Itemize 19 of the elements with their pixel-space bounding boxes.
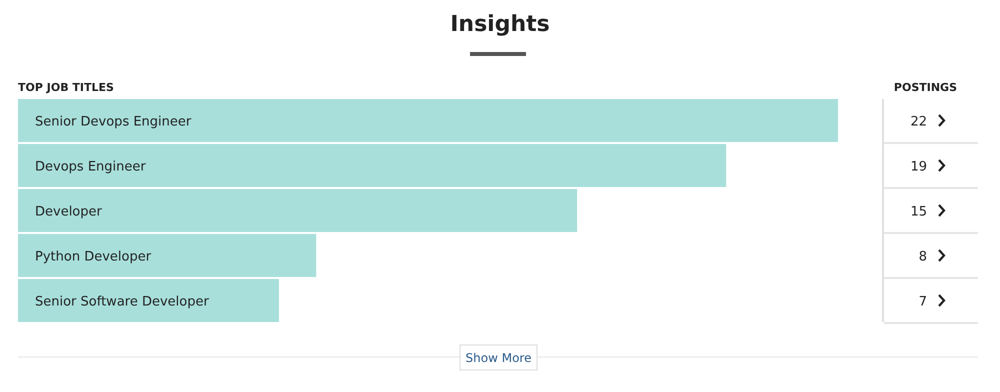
bar [18, 99, 838, 142]
y-tick-label: Devops Engineer [35, 160, 146, 174]
y-tick-label: Senior Software Developer [35, 294, 210, 310]
data-label: 19 [910, 160, 927, 174]
bar [18, 189, 578, 232]
data-label: 7 [918, 294, 927, 310]
bar [18, 234, 316, 277]
text: Show More [466, 351, 532, 365]
data-label: 15 [910, 204, 927, 220]
data-label: 22 [910, 114, 927, 130]
y-axis-title: TOP JOB TITLES [18, 81, 114, 94]
bar [18, 144, 726, 187]
data-label: 8 [918, 250, 927, 264]
text: POSTINGS [894, 81, 958, 94]
y-tick-label: Developer [35, 204, 103, 220]
y-tick-label: Senior Devops Engineer [35, 114, 192, 130]
y-tick-label: Python Developer [35, 250, 152, 264]
bar [18, 279, 279, 322]
chart-title: Insights [450, 12, 550, 37]
